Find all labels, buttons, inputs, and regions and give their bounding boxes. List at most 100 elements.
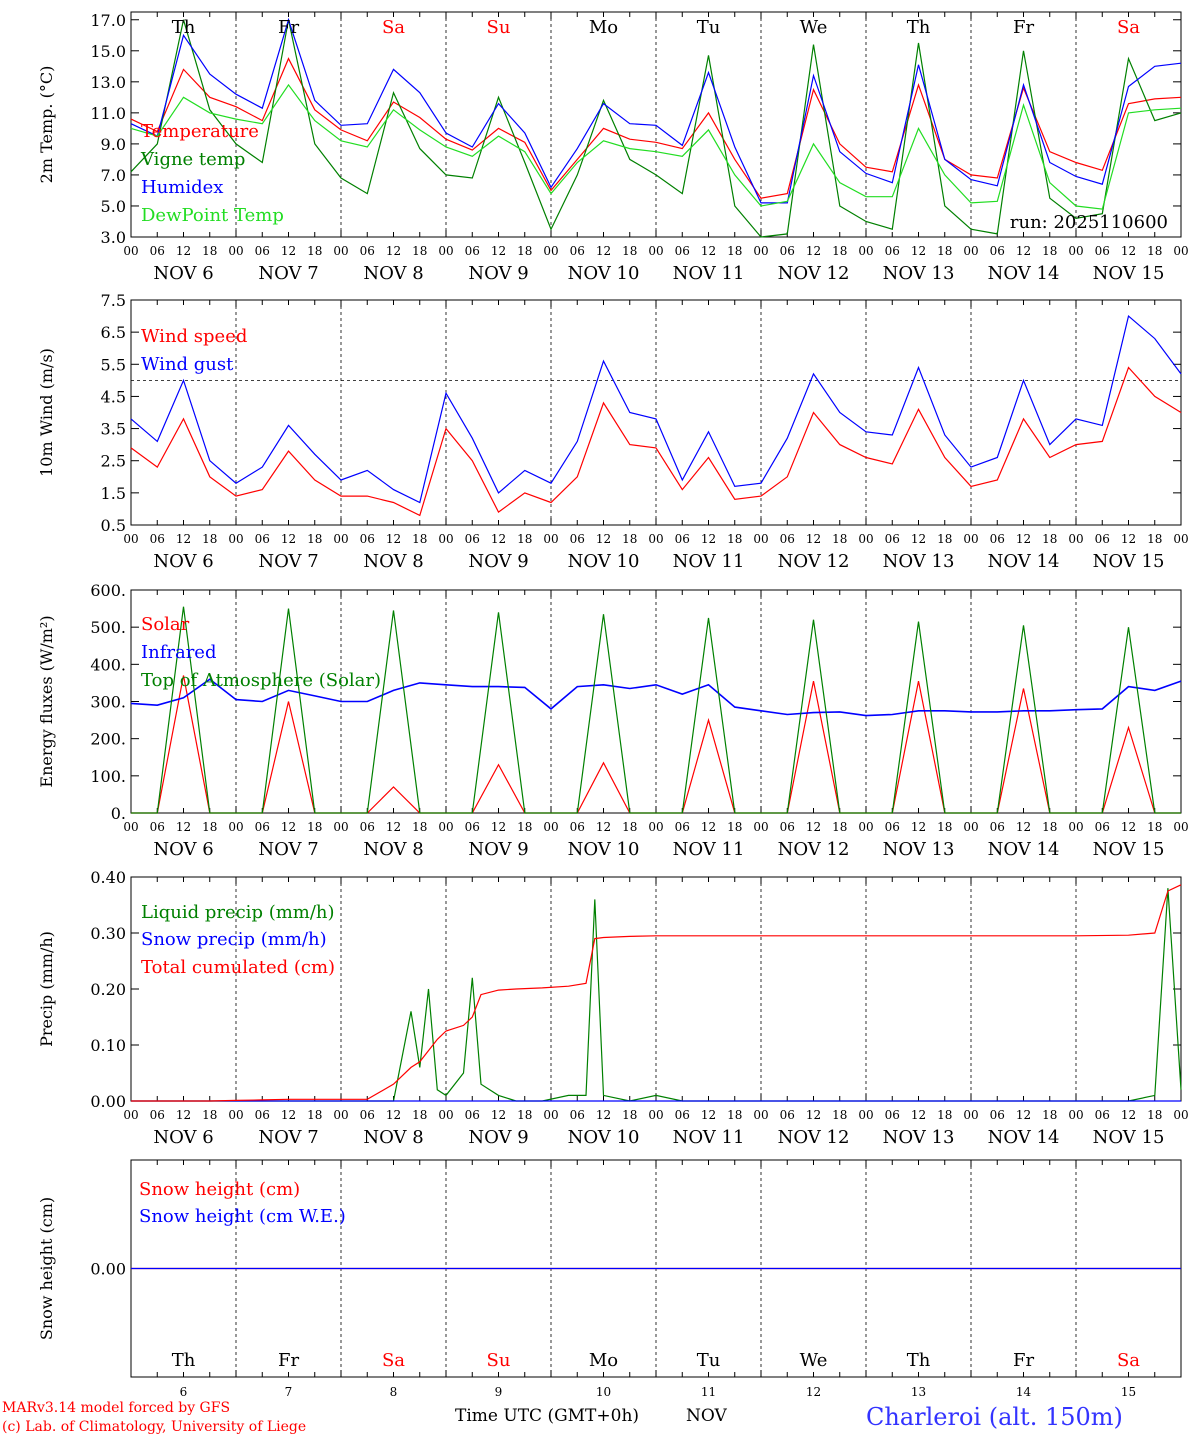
- y-tick-label: 3.0: [101, 228, 126, 247]
- weekday-label-bottom: Mo: [589, 1350, 618, 1371]
- hour-tick-label: 00: [333, 1108, 348, 1122]
- hour-tick-label: 12: [386, 244, 401, 258]
- date-label: NOV 15: [1093, 839, 1165, 860]
- hour-tick-label: 12: [1016, 532, 1031, 546]
- hour-tick-label: 00: [228, 1108, 243, 1122]
- series-infrared: [130, 678, 1182, 717]
- y-tick-label: 0.00: [90, 1092, 126, 1111]
- hour-tick-label: 12: [596, 244, 611, 258]
- hour-tick-label: 18: [622, 244, 637, 258]
- date-label: NOV 8: [363, 1127, 423, 1148]
- hour-tick-label: 00: [123, 532, 138, 546]
- hour-tick-label: 12: [806, 820, 821, 834]
- hour-tick-label: 18: [622, 1108, 637, 1122]
- date-label: NOV 13: [883, 1127, 955, 1148]
- hour-tick-label: 00: [753, 532, 768, 546]
- series-humidex: [130, 17, 1182, 204]
- date-label: NOV 6: [153, 1127, 213, 1148]
- hour-tick-label: 18: [832, 244, 847, 258]
- hour-tick-label: 18: [727, 244, 742, 258]
- date-label: NOV 14: [988, 1127, 1060, 1148]
- hour-tick-label: 12: [491, 820, 506, 834]
- hour-tick-label: 18: [202, 244, 217, 258]
- y-tick-label: 5.0: [101, 197, 126, 216]
- hour-tick-label: 00: [858, 244, 873, 258]
- hour-tick-label: 18: [202, 1108, 217, 1122]
- date-label: NOV 12: [778, 551, 850, 572]
- hour-tick-label: 06: [360, 532, 375, 546]
- hour-tick-label: 00: [1068, 532, 1083, 546]
- hour-tick-label: 00: [438, 1108, 453, 1122]
- hour-tick-label: 00: [963, 532, 978, 546]
- y-tick-label: 0.00: [90, 1260, 126, 1279]
- hour-tick-label: 06: [255, 532, 270, 546]
- hour-tick-label: 12: [911, 532, 926, 546]
- date-label: NOV 12: [778, 839, 850, 860]
- y-tick-label: 5.5: [101, 355, 126, 374]
- y-tick-label: 100.: [90, 767, 126, 786]
- day-number-label: 9: [495, 1385, 503, 1399]
- hour-tick-label: 06: [570, 820, 585, 834]
- series-vigne-temp: [130, 19, 1182, 238]
- hour-tick-label: 12: [281, 820, 296, 834]
- hour-tick-label: 18: [727, 532, 742, 546]
- hour-tick-label: 18: [727, 820, 742, 834]
- hour-tick-label: 06: [675, 532, 690, 546]
- weekday-label-bottom: Th: [172, 1350, 196, 1371]
- hour-tick-label: 00: [648, 244, 663, 258]
- hour-tick-label: 12: [701, 244, 716, 258]
- day-number-label: 15: [1121, 1385, 1136, 1399]
- y-tick-label: 0.10: [90, 1036, 126, 1055]
- credit-line-1: MARv3.14 model forced by GFS: [2, 1400, 231, 1416]
- date-label: NOV 9: [468, 1127, 528, 1148]
- y-axis-title: Snow height (cm): [37, 1197, 56, 1340]
- series-top-of-atmosphere-solar: [131, 606, 1181, 814]
- date-label: NOV 13: [883, 263, 955, 284]
- hour-tick-label: 00: [1068, 820, 1083, 834]
- y-axis-title: Energy fluxes (W/m²): [37, 615, 56, 787]
- hour-tick-label: 18: [937, 1108, 952, 1122]
- hour-tick-label: 00: [123, 244, 138, 258]
- hour-tick-label: 06: [465, 244, 480, 258]
- hour-tick-label: 06: [780, 532, 795, 546]
- hour-tick-label: 06: [360, 820, 375, 834]
- hour-tick-label: 00: [123, 1108, 138, 1122]
- y-tick-label: 300.: [90, 693, 126, 712]
- hour-tick-label: 12: [1016, 244, 1031, 258]
- y-tick-label: 7.0: [101, 166, 126, 185]
- hour-tick-label: 12: [1121, 532, 1136, 546]
- hour-tick-label: 06: [1095, 244, 1110, 258]
- hour-tick-label: 12: [491, 1108, 506, 1122]
- hour-tick-label: 06: [255, 1108, 270, 1122]
- hour-tick-label: 18: [517, 1108, 532, 1122]
- weekday-label-bottom: Tu: [697, 1350, 721, 1371]
- hour-tick-label: 12: [386, 532, 401, 546]
- x-axis-label: Time UTC (GMT+0h): [455, 1406, 640, 1426]
- hour-tick-label: 00: [333, 820, 348, 834]
- hour-tick-label: 12: [1121, 820, 1136, 834]
- weekday-label-bottom: Sa: [1117, 1350, 1140, 1371]
- hour-tick-label: 00: [543, 244, 558, 258]
- hour-tick-label: 18: [1147, 244, 1162, 258]
- hour-tick-label: 18: [727, 1108, 742, 1122]
- date-label: NOV 10: [568, 839, 640, 860]
- hour-tick-label: 00: [963, 1108, 978, 1122]
- weekday-label-top: Th: [172, 17, 196, 38]
- date-label: NOV 6: [153, 263, 213, 284]
- hour-tick-label: 06: [150, 1108, 165, 1122]
- hour-tick-label: 06: [1095, 1108, 1110, 1122]
- hour-tick-label: 18: [517, 820, 532, 834]
- hour-tick-label: 12: [281, 244, 296, 258]
- date-label: NOV 6: [153, 839, 213, 860]
- hour-tick-label: 00: [753, 244, 768, 258]
- day-number-label: 13: [911, 1385, 926, 1399]
- hour-tick-label: 00: [648, 820, 663, 834]
- run-label: run: 2025110600: [1010, 212, 1168, 233]
- series-wind-gust: [130, 315, 1182, 504]
- hour-tick-label: 12: [596, 1108, 611, 1122]
- hour-tick-label: 00: [1068, 244, 1083, 258]
- y-tick-label: 400.: [90, 655, 126, 674]
- date-label: NOV 15: [1093, 551, 1165, 572]
- hour-tick-label: 12: [281, 1108, 296, 1122]
- hour-tick-label: 06: [780, 820, 795, 834]
